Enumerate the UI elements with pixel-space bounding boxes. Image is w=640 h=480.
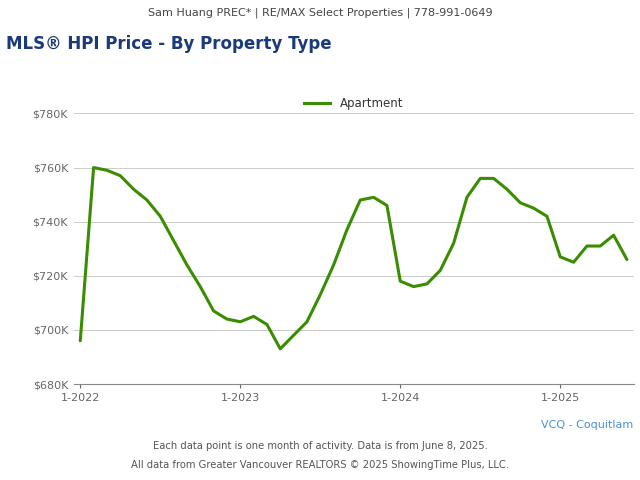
Text: Sam Huang PREC* | RE/MAX Select Properties | 778-991-0649: Sam Huang PREC* | RE/MAX Select Properti… bbox=[148, 8, 492, 18]
Text: All data from Greater Vancouver REALTORS © 2025 ShowingTime Plus, LLC.: All data from Greater Vancouver REALTORS… bbox=[131, 460, 509, 470]
Text: VCQ - Coquitlam: VCQ - Coquitlam bbox=[541, 420, 634, 430]
Legend: Apartment: Apartment bbox=[300, 92, 408, 115]
Text: Each data point is one month of activity. Data is from June 8, 2025.: Each data point is one month of activity… bbox=[152, 441, 488, 451]
Text: MLS® HPI Price - By Property Type: MLS® HPI Price - By Property Type bbox=[6, 35, 332, 53]
